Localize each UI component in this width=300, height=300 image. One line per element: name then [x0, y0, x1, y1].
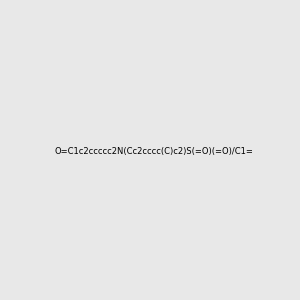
Text: O=C1c2ccccc2N(Cc2cccc(C)c2)S(=O)(=O)/C1=: O=C1c2ccccc2N(Cc2cccc(C)c2)S(=O)(=O)/C1= — [54, 147, 253, 156]
